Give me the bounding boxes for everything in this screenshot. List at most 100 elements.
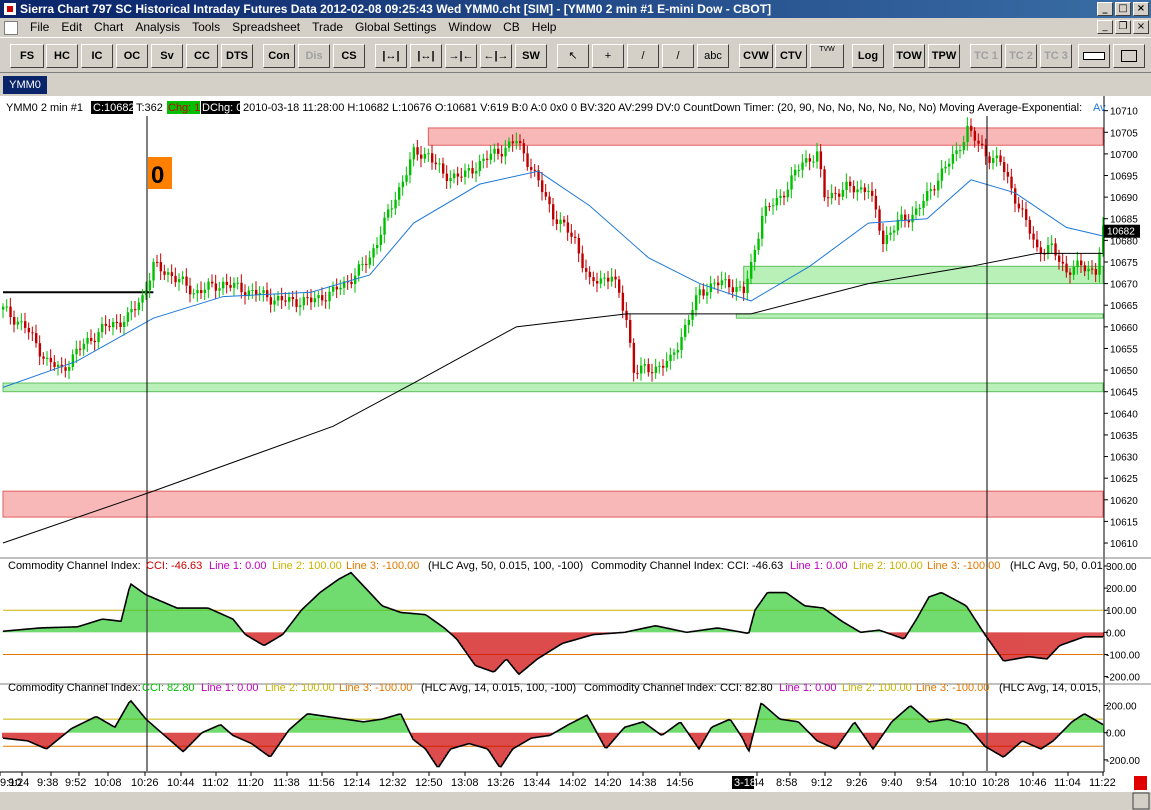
tab-ymm0[interactable]: YMM0 (3, 76, 47, 94)
tow-button[interactable]: TOW (893, 44, 925, 68)
cvw-button[interactable]: CVW (739, 44, 773, 68)
ray-tool-icon[interactable]: / (662, 44, 694, 68)
bar-body (530, 167, 533, 170)
header-ticks: T:362 (136, 102, 163, 114)
time-tick-label: 10:26 (131, 777, 159, 789)
bar-body (115, 322, 119, 324)
menu-file[interactable]: File (30, 20, 50, 34)
ema-line (2, 170, 1104, 388)
compress-icon[interactable]: →|← (445, 44, 477, 68)
tc2-button[interactable]: TC 2 (1005, 44, 1037, 68)
pointer-icon[interactable]: ↖ (557, 44, 589, 68)
tc3-button[interactable]: TC 3 (1040, 44, 1072, 68)
price-tick-label: 10635 (1110, 431, 1138, 442)
menu-cb[interactable]: CB (503, 20, 520, 34)
tpw-button[interactable]: TPW (928, 44, 960, 68)
dts-button[interactable]: DTS (221, 44, 253, 68)
menu-chart[interactable]: Chart (94, 20, 124, 34)
sv-button[interactable]: Sv (151, 44, 183, 68)
bar-body (324, 300, 328, 302)
ctv-button[interactable]: CTV (775, 44, 807, 68)
bar-body (82, 343, 86, 350)
child-minimize-button[interactable]: _ (1097, 20, 1113, 34)
con-button[interactable]: Con (263, 44, 295, 68)
bar-body (299, 305, 302, 307)
menu-trade[interactable]: Trade (312, 20, 344, 34)
bar-body (203, 289, 207, 294)
bar-body (555, 219, 559, 224)
child-restore-button[interactable]: ❐ (1115, 20, 1131, 34)
bar-body (497, 148, 500, 154)
hc-button[interactable]: HC (46, 44, 78, 68)
bar-body (863, 187, 867, 193)
menu-global-settings[interactable]: Global Settings (355, 20, 437, 34)
expand-icon[interactable]: ←|→ (480, 44, 512, 68)
bar-body (365, 263, 368, 265)
tc1-button[interactable]: TC 1 (970, 44, 1002, 68)
price-label: 10682 (1107, 227, 1135, 238)
zoom-out-icon[interactable]: |↔| (410, 44, 442, 68)
chart-area[interactable]: 10710 10705 10700 10695 10690 10685 10680 10675… (0, 96, 1151, 810)
bar-body (123, 321, 126, 328)
bar-body (860, 187, 863, 190)
toolbar: FS HC IC OC Sv CC DTS Con Dis CS |↔| |↔|… (0, 37, 1151, 73)
bar-body (977, 140, 980, 144)
bar-body (867, 190, 870, 193)
text-tool-button[interactable]: abc (697, 44, 729, 68)
sw-button[interactable]: SW (515, 44, 547, 68)
child-close-button[interactable]: × (1133, 20, 1149, 34)
fs-button[interactable]: FS (10, 44, 44, 68)
bar-body (632, 342, 636, 373)
dis-button[interactable]: Dis (298, 44, 330, 68)
cc-button[interactable]: CC (186, 44, 218, 68)
session-marker-box (148, 157, 172, 189)
bar-body (588, 271, 592, 278)
menu-help[interactable]: Help (531, 20, 557, 34)
bar-body (438, 163, 441, 165)
line-tool-icon[interactable]: / (627, 44, 659, 68)
close-button[interactable]: × (1133, 2, 1149, 16)
cs-button[interactable]: CS (333, 44, 365, 68)
bar-body (948, 163, 951, 167)
horizontal-scrollbar[interactable] (0, 792, 1151, 810)
crosshair-icon[interactable]: + (592, 44, 624, 68)
alert-indicator[interactable] (1134, 776, 1147, 790)
menu-edit[interactable]: Edit (61, 20, 83, 34)
bar-body (566, 222, 570, 233)
menu-tools[interactable]: Tools (192, 20, 221, 34)
bar-body (739, 286, 742, 288)
oc-button[interactable]: OC (116, 44, 148, 68)
bar-body (163, 271, 166, 275)
cci50-tick-label: 300.00 (1106, 562, 1137, 573)
cci14-line3-b: Line 3: -100.00 (916, 682, 989, 694)
document-icon[interactable] (4, 20, 18, 35)
tvw-grid-button[interactable]: TVW (810, 44, 844, 68)
menu-spreadsheet[interactable]: Spreadsheet (232, 20, 301, 34)
time-tick-label: 8:58 (776, 777, 797, 789)
menu-analysis[interactable]: Analysis (135, 20, 181, 34)
scroll-right-button[interactable] (1132, 792, 1150, 810)
bar-body (673, 352, 676, 355)
bar-body (467, 168, 471, 171)
bar-body (786, 189, 790, 198)
color-button[interactable] (1113, 44, 1145, 68)
log-button[interactable]: Log (852, 44, 884, 68)
zoom-in-icon[interactable]: |↔| (375, 44, 407, 68)
bar-body (79, 348, 82, 350)
bar-body (827, 197, 830, 199)
bar-body (849, 181, 852, 187)
bar-body (874, 195, 878, 210)
menu-window[interactable]: Window (448, 20, 492, 34)
bar-body (995, 155, 999, 159)
minimize-button[interactable]: _ (1097, 2, 1113, 16)
ic-button[interactable]: IC (81, 44, 113, 68)
line-style-button[interactable] (1078, 44, 1110, 68)
bar-body (1047, 245, 1050, 254)
bar-body (816, 151, 819, 162)
bar-body (493, 148, 496, 154)
title-bar: Sierra Chart 797 SC Historical Intraday … (0, 0, 1151, 18)
time-tick-label: 13:26 (487, 777, 515, 789)
bar-body (907, 220, 911, 223)
maximize-button[interactable]: □ (1115, 2, 1131, 16)
bar-body (533, 169, 537, 171)
